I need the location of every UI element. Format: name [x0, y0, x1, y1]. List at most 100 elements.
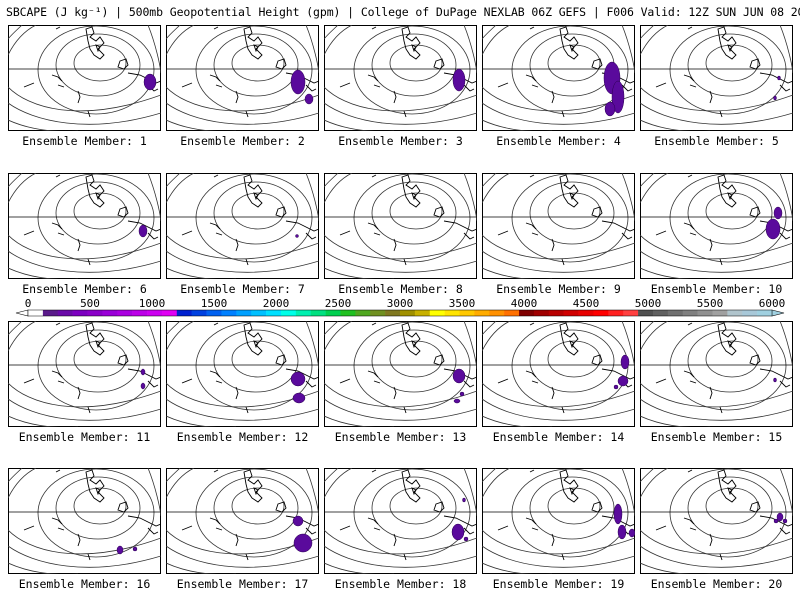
- cape-area: [628, 528, 635, 538]
- map-panel: [640, 321, 793, 427]
- colorbar-swatch: [667, 310, 684, 316]
- colorbar-swatch: [727, 310, 743, 316]
- coastlines: [181, 174, 319, 266]
- colorbar-swatch: [191, 310, 207, 316]
- geopotential-height-contours: [8, 173, 161, 279]
- colorbar-tick-label: 3500: [448, 297, 476, 310]
- ensemble-member-label: Ensemble Member: 17: [176, 577, 309, 591]
- colorbar-tick-label: 1000: [138, 297, 166, 310]
- colorbar-swatch: [638, 310, 654, 316]
- coastlines: [655, 322, 793, 414]
- geopotential-height-contours: [166, 321, 319, 427]
- coastlines: [181, 322, 319, 414]
- ensemble-member-panel: [324, 321, 477, 429]
- colorbar-swatch: [280, 310, 297, 316]
- colorbar-tick-label: 2000: [262, 297, 290, 310]
- colorbar-swatch: [578, 310, 594, 316]
- ensemble-member-label: Ensemble Member: 18: [334, 577, 467, 591]
- ensemble-member-panel: [166, 25, 319, 133]
- cape-area: [293, 533, 313, 553]
- ensemble-member-label: Ensemble Member: 2: [180, 134, 305, 148]
- ensemble-member-panel: [482, 321, 635, 429]
- colorbar-swatch: [459, 310, 475, 316]
- colorbar-swatch: [176, 310, 192, 316]
- ensemble-member-label: Ensemble Member: 11: [18, 430, 151, 444]
- cape-area: [143, 73, 157, 91]
- map-panel: [324, 468, 477, 574]
- ensemble-member-panel: [640, 173, 793, 281]
- cape-area: [776, 512, 784, 522]
- map-panel: [8, 468, 161, 574]
- ensemble-member-panel: [640, 25, 793, 133]
- cape-area: [459, 391, 465, 397]
- colorbar-tick-label: 1500: [200, 297, 228, 310]
- cape-area: [290, 69, 306, 95]
- geopotential-height-contours: [166, 468, 319, 574]
- cape-area: [773, 518, 779, 524]
- colorbar-swatch: [117, 310, 133, 316]
- colorbar-tick-label: 4000: [510, 297, 538, 310]
- cape-area: [613, 384, 619, 390]
- colorbar-swatch: [132, 310, 148, 316]
- colorbar-swatch: [87, 310, 103, 316]
- cape-area: [452, 68, 466, 92]
- colorbar-swatch: [325, 310, 341, 316]
- colorbar-swatch: [429, 310, 445, 316]
- cape-area: [611, 80, 625, 114]
- map-panel: [166, 321, 319, 427]
- ensemble-member-label: Ensemble Member: 4: [496, 134, 621, 148]
- colorbar-tick-label: 5000: [634, 297, 662, 310]
- ensemble-member-label: Ensemble Member: 9: [496, 282, 621, 296]
- colorbar-tick-label: 4500: [572, 297, 600, 310]
- colorbar-tick-label: 6000: [758, 297, 786, 310]
- cape-area: [292, 392, 306, 404]
- ensemble-member-label: Ensemble Member: 19: [492, 577, 625, 591]
- ensemble-member-panel: [482, 173, 635, 281]
- cape-area: [765, 218, 781, 240]
- map-panel: [482, 173, 635, 279]
- cape-area: [295, 234, 299, 238]
- colorbar-swatch: [147, 310, 163, 316]
- cape-area: [613, 503, 623, 525]
- colorbar-swatch: [414, 310, 431, 316]
- geopotential-height-contours: [640, 25, 793, 131]
- colorbar-swatch: [444, 310, 460, 316]
- cape-area: [451, 523, 465, 541]
- colorbar-swatch: [295, 310, 312, 316]
- cape-area: [604, 101, 616, 117]
- cape-area: [462, 497, 466, 503]
- ensemble-member-panel: [8, 25, 161, 133]
- ensemble-member-label: Ensemble Member: 1: [22, 134, 147, 148]
- coastlines: [339, 322, 477, 414]
- colorbar-tick-label: 5500: [696, 297, 724, 310]
- colorbar-swatch: [221, 310, 237, 316]
- coastlines: [23, 322, 161, 414]
- cape-area: [304, 93, 314, 105]
- colorbar-swatch: [310, 310, 326, 316]
- colorbar-swatch: [161, 310, 178, 316]
- colorbar-swatch: [474, 310, 490, 316]
- colorbar-swatch: [712, 310, 728, 316]
- ensemble-member-panel: [166, 321, 319, 429]
- map-panel: [324, 25, 477, 131]
- geopotential-height-contours: [640, 321, 793, 427]
- colorbar-swatch: [652, 310, 669, 316]
- colorbar-swatch: [608, 310, 624, 316]
- ensemble-member-label: Ensemble Member: 16: [18, 577, 151, 591]
- cape-area: [773, 206, 783, 220]
- map-panel: [166, 25, 319, 131]
- ensemble-member-label: Ensemble Member: 12: [176, 430, 309, 444]
- colorbar-swatch: [742, 310, 758, 316]
- colorbar-swatch: [370, 310, 386, 316]
- ensemble-member-label: Ensemble Member: 15: [650, 430, 783, 444]
- geopotential-height-contours: [324, 173, 477, 279]
- cape-area: [620, 354, 630, 370]
- ensemble-member-label: Ensemble Member: 6: [22, 282, 147, 296]
- ensemble-member-panel: [640, 468, 793, 576]
- geopotential-height-contours: [324, 25, 477, 131]
- page-title: SBCAPE (J kg⁻¹) | 500mb Geopotential Hei…: [6, 5, 800, 19]
- geopotential-height-contours: [640, 173, 793, 279]
- coastlines: [339, 174, 477, 266]
- colorbar-tick-label: 2500: [324, 297, 352, 310]
- cape-area: [292, 515, 304, 527]
